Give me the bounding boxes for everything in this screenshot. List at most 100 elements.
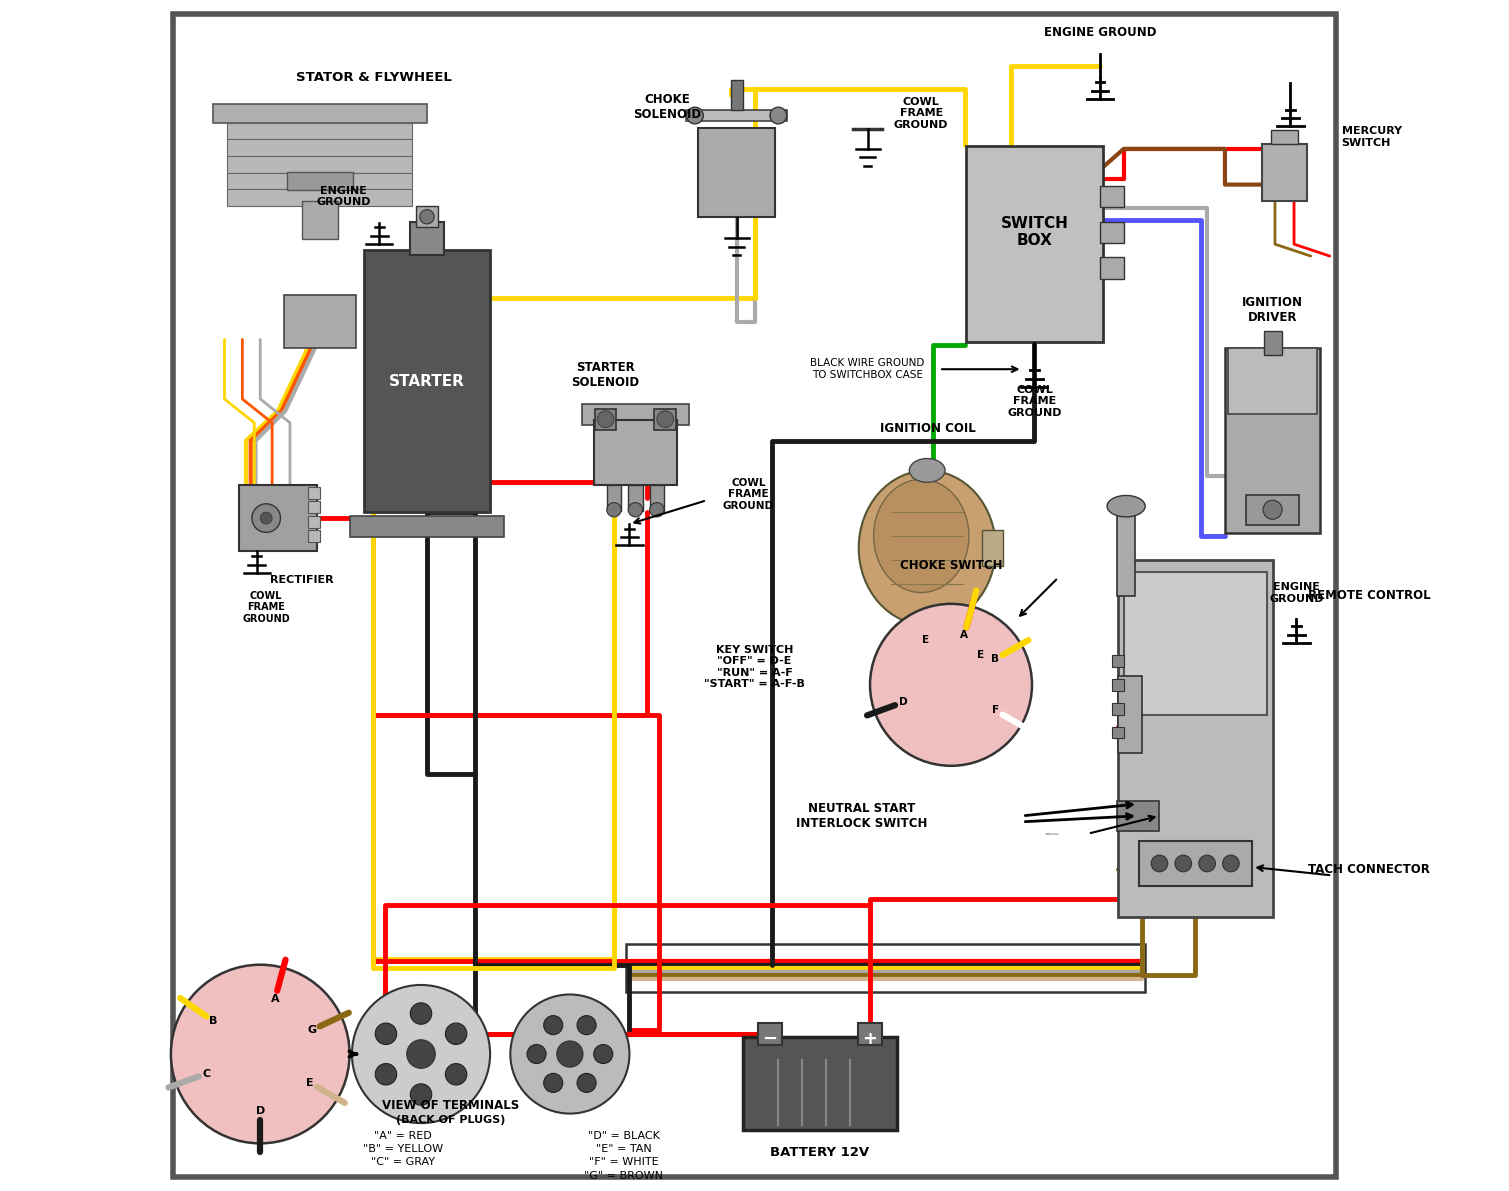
Bar bbox=[228, 139, 412, 156]
Text: MERCURY
SWITCH: MERCURY SWITCH bbox=[1342, 126, 1402, 148]
Bar bbox=[607, 485, 622, 511]
Bar bbox=[1100, 186, 1124, 207]
Circle shape bbox=[1263, 500, 1283, 519]
Bar bbox=[699, 129, 776, 217]
Bar bbox=[308, 530, 320, 542]
Text: BLACK WIRE GROUND
TO SWITCHBOX CASE: BLACK WIRE GROUND TO SWITCHBOX CASE bbox=[810, 358, 925, 380]
Bar bbox=[687, 110, 788, 121]
Text: NEUTRAL START
INTERLOCK SWITCH: NEUTRAL START INTERLOCK SWITCH bbox=[1046, 833, 1059, 835]
Text: ENGINE
GROUND: ENGINE GROUND bbox=[1269, 582, 1323, 604]
Circle shape bbox=[352, 985, 490, 1123]
Bar bbox=[1117, 800, 1159, 831]
Text: G: G bbox=[308, 1025, 317, 1035]
Bar bbox=[966, 146, 1103, 343]
Circle shape bbox=[527, 1045, 546, 1064]
Circle shape bbox=[576, 1073, 596, 1092]
Bar bbox=[1228, 348, 1317, 413]
Bar bbox=[1112, 655, 1124, 667]
Text: IGNITION COIL: IGNITION COIL bbox=[880, 423, 975, 435]
Circle shape bbox=[260, 512, 272, 524]
Text: A: A bbox=[960, 630, 969, 641]
Bar bbox=[228, 123, 412, 139]
Text: COWL
FRAME
GROUND: COWL FRAME GROUND bbox=[723, 478, 774, 511]
Circle shape bbox=[420, 210, 435, 224]
Circle shape bbox=[1151, 855, 1168, 872]
Bar bbox=[650, 485, 664, 511]
Bar bbox=[287, 172, 353, 189]
Circle shape bbox=[510, 994, 629, 1114]
Text: "E" = TAN: "E" = TAN bbox=[596, 1145, 652, 1154]
Text: BATTERY 12V: BATTERY 12V bbox=[771, 1147, 869, 1159]
Bar bbox=[1100, 222, 1124, 243]
Text: IGNITION
DRIVER: IGNITION DRIVER bbox=[1242, 295, 1304, 324]
Text: CHOKE
SOLENOID: CHOKE SOLENOID bbox=[634, 93, 702, 121]
Bar bbox=[859, 1023, 881, 1045]
Circle shape bbox=[445, 1023, 466, 1045]
Bar bbox=[350, 516, 504, 537]
Text: STATOR & FLYWHEEL: STATOR & FLYWHEEL bbox=[296, 71, 451, 83]
Bar bbox=[284, 294, 356, 348]
Text: RECTIFIER: RECTIFIER bbox=[270, 575, 333, 585]
Bar bbox=[228, 189, 412, 206]
Text: +: + bbox=[863, 1029, 878, 1048]
Bar bbox=[308, 501, 320, 513]
Circle shape bbox=[376, 1023, 397, 1045]
Text: ENGINE
GROUND: ENGINE GROUND bbox=[317, 186, 371, 207]
Bar bbox=[228, 173, 412, 189]
Bar bbox=[1117, 512, 1135, 596]
Bar bbox=[1225, 348, 1320, 534]
Bar bbox=[1139, 841, 1252, 886]
Bar bbox=[308, 487, 320, 499]
Bar bbox=[593, 419, 678, 486]
Circle shape bbox=[871, 604, 1032, 766]
Bar bbox=[1118, 560, 1272, 917]
Text: B: B bbox=[210, 1016, 217, 1027]
Circle shape bbox=[171, 965, 350, 1143]
Circle shape bbox=[1222, 855, 1239, 872]
Bar bbox=[1112, 679, 1124, 691]
Text: "F" = WHITE: "F" = WHITE bbox=[589, 1158, 658, 1167]
Bar bbox=[626, 944, 1144, 992]
Bar bbox=[582, 404, 690, 425]
Text: (BACK OF PLUGS): (BACK OF PLUGS) bbox=[395, 1115, 506, 1124]
Text: B: B bbox=[991, 654, 999, 665]
Bar bbox=[655, 409, 676, 430]
Circle shape bbox=[650, 503, 664, 517]
Ellipse shape bbox=[874, 479, 969, 593]
Bar bbox=[1118, 675, 1142, 753]
Bar bbox=[302, 201, 338, 239]
Bar bbox=[1112, 703, 1124, 715]
Circle shape bbox=[598, 411, 614, 428]
Bar bbox=[628, 485, 643, 511]
Circle shape bbox=[628, 503, 643, 517]
Circle shape bbox=[593, 1045, 613, 1064]
Bar bbox=[1272, 130, 1298, 144]
Circle shape bbox=[770, 107, 786, 124]
Bar bbox=[365, 250, 489, 512]
Circle shape bbox=[687, 107, 703, 124]
Circle shape bbox=[1176, 855, 1192, 872]
Bar bbox=[228, 156, 412, 173]
Text: TACH CONNECTOR: TACH CONNECTOR bbox=[1308, 863, 1431, 875]
Bar bbox=[595, 409, 616, 430]
Bar bbox=[213, 104, 427, 123]
Text: SWITCH
BOX: SWITCH BOX bbox=[1000, 216, 1068, 249]
Text: C: C bbox=[202, 1068, 211, 1079]
Circle shape bbox=[607, 503, 622, 517]
Circle shape bbox=[376, 1064, 397, 1085]
Bar bbox=[730, 81, 742, 111]
Text: E: E bbox=[922, 636, 930, 646]
Text: "C" = GRAY: "C" = GRAY bbox=[371, 1158, 435, 1167]
Bar bbox=[410, 222, 444, 255]
Circle shape bbox=[656, 411, 673, 428]
Text: NEUTRAL START
INTERLOCK SWITCH: NEUTRAL START INTERLOCK SWITCH bbox=[797, 802, 928, 830]
Circle shape bbox=[445, 1064, 466, 1085]
Circle shape bbox=[252, 504, 281, 532]
Text: "A" = RED: "A" = RED bbox=[374, 1131, 432, 1141]
Bar bbox=[416, 206, 438, 227]
Circle shape bbox=[407, 1040, 435, 1068]
Text: KEY SWITCH
"OFF" = D-E
"RUN" = A-F
"START" = A-F-B: KEY SWITCH "OFF" = D-E "RUN" = A-F "STAR… bbox=[705, 644, 804, 690]
Text: COWL
FRAME
GROUND: COWL FRAME GROUND bbox=[893, 96, 949, 130]
Bar bbox=[308, 516, 320, 528]
Text: REMOTE CONTROL: REMOTE CONTROL bbox=[1308, 590, 1431, 601]
